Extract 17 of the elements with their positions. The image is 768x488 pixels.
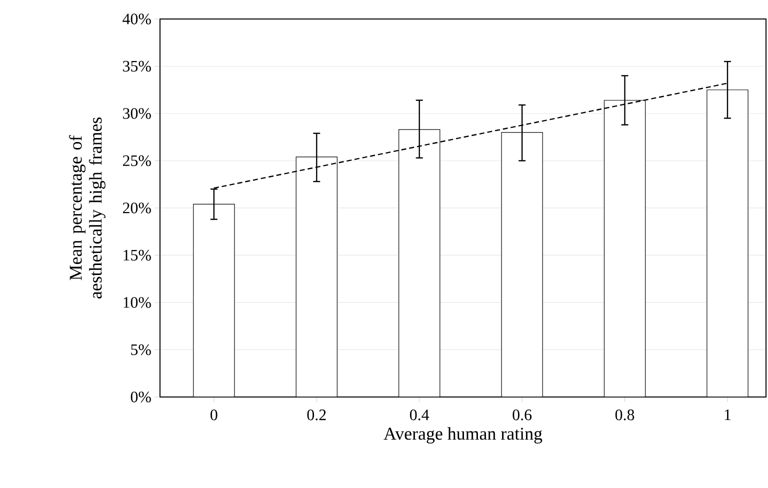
x-tick-label: 0 [210,410,218,420]
x-tick-label: 0.8 [615,410,634,420]
y-tick-label: 5% [131,344,151,356]
y-tick-label: 40% [122,14,151,24]
x-tick-label: 0.2 [307,410,326,420]
y-tick-label: 30% [123,108,151,119]
y-tick-label: 10% [124,297,151,308]
y-tick-label: 25% [122,155,151,166]
x-tick-label: 1 [724,410,731,420]
x-tick-label: 0.6 [512,410,532,420]
y-tick-label: 15% [124,250,151,261]
y-axis-title: Mean percentage of aesthetically high frames [69,117,106,298]
x-tick-label: 0.4 [410,410,430,420]
y-tick-label: 35% [123,60,151,72]
x-axis-title: Average human rating [384,427,542,444]
y-tick-label: 20% [122,202,151,214]
y-tick-label: 0% [130,392,151,402]
